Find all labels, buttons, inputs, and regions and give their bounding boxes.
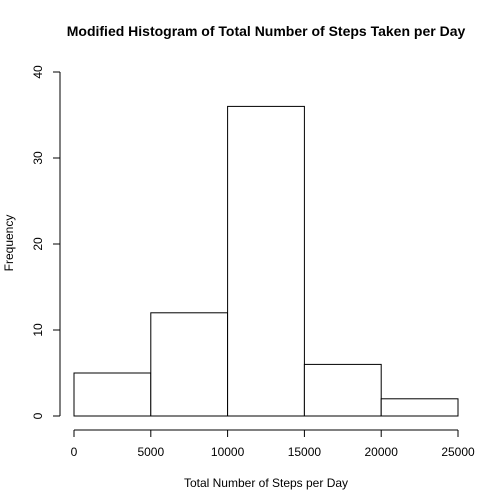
- y-axis-label: Frequency: [2, 215, 16, 272]
- x-tick-label: 15000: [288, 445, 322, 459]
- x-tick-label: 20000: [365, 445, 399, 459]
- x-tick-label: 25000: [441, 445, 475, 459]
- bars-group: [73, 105, 459, 417]
- y-axis-ticks: 0 10 20 30 40: [31, 65, 60, 419]
- y-tick-label: 10: [31, 323, 45, 337]
- histogram-bar-2: [150, 312, 229, 417]
- y-tick-label: 20: [31, 237, 45, 251]
- y-tick-label: 0: [31, 412, 45, 419]
- histogram-bar-5: [380, 398, 459, 417]
- x-tick-label: 0: [71, 445, 78, 459]
- x-axis-label: Total Number of Steps per Day: [184, 476, 348, 490]
- x-tick-label: 5000: [137, 445, 164, 459]
- chart-title: Modified Histogram of Total Number of St…: [67, 23, 466, 39]
- x-tick-label: 10000: [211, 445, 245, 459]
- y-tick-label: 40: [31, 65, 45, 79]
- y-tick-label: 30: [31, 151, 45, 165]
- histogram-bar-4: [303, 363, 382, 417]
- histogram-bar-3: [227, 105, 305, 417]
- x-axis-ticks: 0 5000 10000 15000 20000 25000: [71, 430, 475, 459]
- histogram-bar-1: [73, 372, 152, 417]
